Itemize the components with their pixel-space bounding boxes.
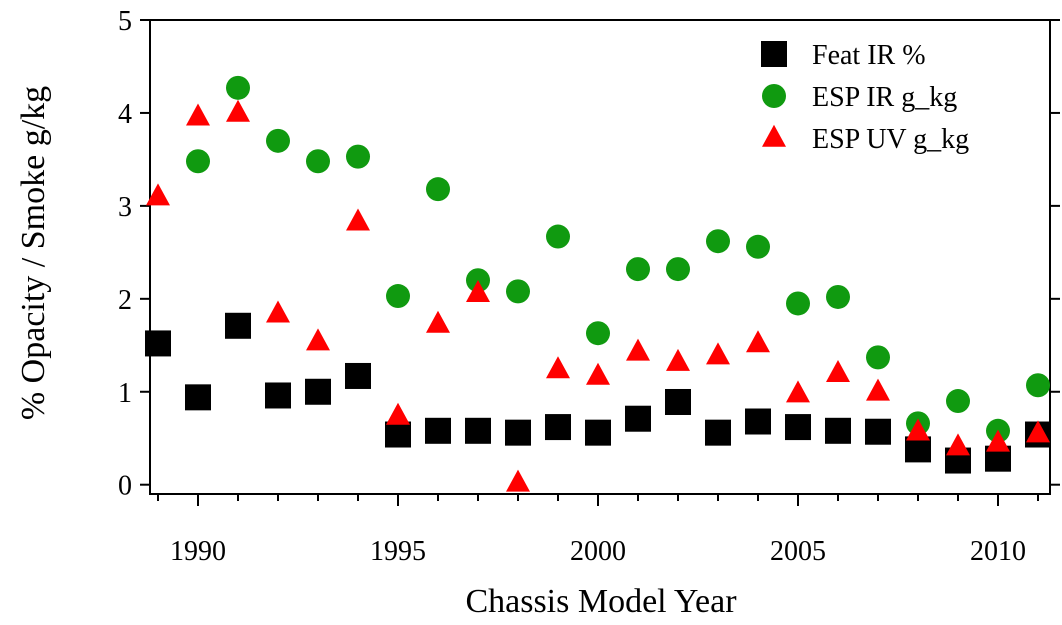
data-point-triangle (186, 103, 210, 126)
data-point-square (865, 418, 891, 445)
data-point-square (505, 419, 531, 446)
plot-frame (149, 19, 1051, 495)
data-point-triangle (506, 469, 530, 492)
data-point-triangle (706, 342, 730, 365)
data-point-circle (626, 257, 650, 282)
data-point-square (785, 414, 811, 441)
data-point-circle (706, 229, 730, 254)
legend-marker-circle (762, 84, 786, 108)
data-point-circle (506, 279, 530, 304)
data-point-square (225, 312, 251, 339)
data-point-circle (786, 291, 810, 316)
data-point-triangle (546, 356, 570, 379)
data-point-circle (586, 321, 610, 346)
y-axis-title: % Opacity / Smoke g/kg (15, 86, 52, 420)
data-point-square (705, 419, 731, 446)
data-point-triangle (866, 378, 890, 401)
data-point-circle (826, 284, 850, 309)
data-point-square (745, 408, 771, 435)
data-point-triangle (266, 300, 290, 323)
data-point-triangle (306, 328, 330, 351)
data-point-triangle (226, 99, 250, 122)
legend-marker-triangle (762, 124, 786, 147)
data-point-triangle (466, 280, 490, 303)
data-point-circle (266, 128, 290, 153)
data-point-square (585, 419, 611, 446)
data-point-triangle (626, 338, 650, 361)
data-point-circle (746, 234, 770, 259)
series-triangle (146, 99, 1050, 492)
data-point-circle (306, 149, 330, 174)
data-point-square (265, 382, 291, 409)
y-tick-label: 3 (118, 192, 132, 223)
data-point-triangle (986, 429, 1010, 452)
x-tick-label: 2005 (770, 536, 826, 567)
axes: 0 1 2 3 4 5 1990 1995 2000 2005 2010 (118, 6, 1060, 567)
y-tick-label: 0 (118, 471, 132, 502)
x-tick-label: 2000 (570, 536, 626, 567)
data-point-circle (866, 345, 890, 370)
data-point-square (665, 388, 691, 415)
data-point-triangle (786, 380, 810, 403)
legend-label: Feat IR % (812, 40, 926, 71)
data-point-square (545, 414, 571, 441)
data-point-triangle (146, 183, 170, 206)
data-point-circle (186, 149, 210, 174)
data-point-triangle (826, 359, 850, 382)
y-tick-label: 2 (118, 285, 132, 316)
data-point-square (305, 378, 331, 405)
data-point-circle (666, 257, 690, 282)
x-axis-title: Chassis Model Year (465, 583, 737, 620)
data-point-square (625, 405, 651, 432)
data-marks (145, 75, 1051, 492)
legend-marker-square (761, 41, 787, 67)
data-point-triangle (906, 418, 930, 441)
data-point-square (185, 384, 211, 411)
data-point-circle (346, 144, 370, 169)
y-tick-label: 1 (118, 378, 132, 409)
data-point-square (145, 330, 171, 357)
data-point-square (465, 417, 491, 444)
data-point-square (425, 417, 451, 444)
data-point-circle (1026, 373, 1050, 398)
y-tick-label: 4 (118, 99, 132, 130)
legend: Feat IR % ESP IR g_kg ESP UV g_kg (761, 40, 969, 155)
x-tick-label: 1990 (170, 536, 226, 567)
x-tick-label: 2010 (970, 536, 1026, 567)
legend-label: ESP IR g_kg (812, 82, 957, 113)
data-point-circle (426, 177, 450, 202)
data-point-circle (546, 224, 570, 249)
data-point-triangle (346, 208, 370, 231)
data-point-triangle (666, 348, 690, 371)
data-point-square (345, 362, 371, 389)
data-point-triangle (1026, 420, 1050, 443)
data-point-triangle (586, 362, 610, 385)
data-point-circle (946, 389, 970, 414)
y-tick-label: 5 (118, 6, 132, 37)
data-point-circle (386, 284, 410, 309)
data-point-triangle (386, 402, 410, 425)
data-point-square (905, 436, 931, 463)
legend-label: ESP UV g_kg (812, 124, 969, 155)
x-tick-label: 1995 (370, 536, 426, 567)
data-point-triangle (946, 433, 970, 456)
data-point-circle (226, 75, 250, 100)
data-point-triangle (746, 330, 770, 353)
data-point-triangle (426, 310, 450, 333)
data-point-square (385, 421, 411, 448)
data-point-square (825, 417, 851, 444)
